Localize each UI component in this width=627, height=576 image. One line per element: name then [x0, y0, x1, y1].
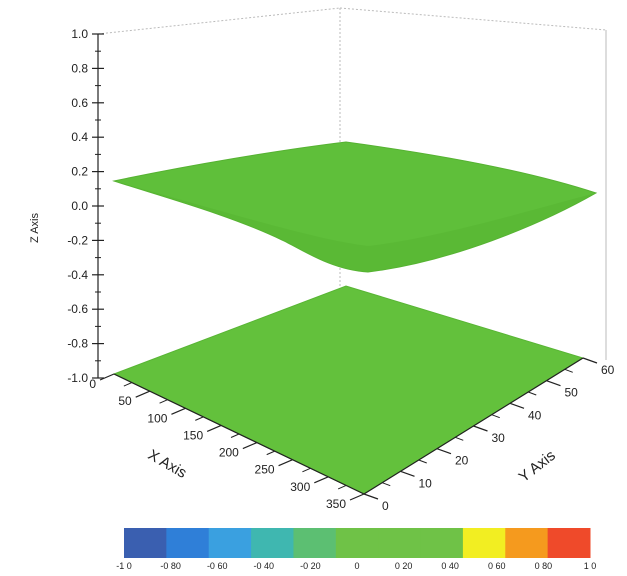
x-minor-tick [230, 433, 240, 438]
y-tick-label: 0 [382, 499, 389, 513]
y-tick-mark [363, 493, 379, 500]
floor-surface [112, 285, 585, 495]
colorbar-tick-label: -0 40 [254, 561, 275, 571]
colorbar-tick-label: 0 60 [488, 561, 506, 571]
colorbar-swatch [166, 528, 210, 558]
y-axis-ticks: 0 10 20 30 40 50 60 [363, 357, 615, 513]
x-tick-label: 50 [118, 394, 132, 408]
z-tick-label: -1.0 [67, 371, 88, 385]
x-minor-tick [337, 484, 347, 490]
z-tick-label: 0.6 [71, 96, 88, 110]
z-tick-label: 0.4 [71, 130, 88, 144]
colorbar-tick-label: -0 20 [300, 561, 321, 571]
x-tick-label: 350 [326, 497, 346, 511]
z-tick-label: -0.8 [67, 337, 88, 351]
y-tick-mark [509, 402, 525, 409]
y-minor-tick [564, 368, 573, 373]
x-tick-mark [99, 373, 115, 381]
y-minor-tick [418, 459, 427, 464]
colorbar-tick-label: 0 40 [441, 561, 459, 571]
colorbar-swatch [505, 528, 549, 558]
colorbar-swatch [208, 528, 252, 558]
y-tick-label: 40 [528, 408, 542, 422]
y-tick-label: 30 [492, 431, 506, 445]
x-tick-label: 200 [219, 446, 239, 460]
colorbar-swatch [124, 528, 167, 558]
x-axis-title: X Axis [145, 446, 190, 482]
x-tick-mark [206, 424, 222, 432]
y-tick-mark [582, 357, 598, 364]
upper-surface-shade [114, 181, 596, 272]
x-tick-label: 250 [255, 463, 275, 477]
colorbar-swatch [378, 528, 422, 558]
z-axis-ticks: 1.0 0.8 0.6 0.4 0.2 0.0 -0.2 -0.4 -0.6 -0.8 -1.0 [67, 27, 104, 385]
y-tick-label: 20 [455, 454, 469, 468]
colorbar-swatch [420, 528, 464, 558]
y-tick-mark [473, 425, 488, 432]
colorbar-tick-label: 0 80 [535, 561, 553, 571]
x-minor-tick [123, 382, 133, 387]
x-tick-label: 100 [147, 411, 167, 425]
y-minor-tick [528, 391, 537, 396]
z-tick-label: 0.2 [71, 165, 88, 179]
back-wall-right-edge [339, 7, 607, 31]
z-tick-label: -0.4 [67, 268, 88, 282]
colorbar-tick-label: -0 80 [160, 561, 181, 571]
z-tick-label: 0.0 [71, 199, 88, 213]
y-axis-title: Y Axis [516, 447, 559, 486]
z-tick-label: 0.8 [71, 61, 88, 75]
colorbar-swatch [335, 528, 379, 558]
colorbar-tick-label: 0 [354, 561, 359, 571]
x-tick-mark [314, 476, 329, 484]
x-tick-mark [278, 459, 293, 467]
colorbar-tick-label: -1 0 [116, 561, 132, 571]
colorbar-tick-label: 1 0 [584, 561, 597, 571]
x-tick-mark [242, 442, 258, 450]
colorbar-tick-label: -0 60 [207, 561, 228, 571]
x-minor-tick [159, 399, 168, 404]
y-minor-tick [382, 482, 391, 487]
y-minor-tick [455, 436, 464, 441]
x-tick-mark [349, 493, 365, 501]
colorbar-tick-label: 0 20 [395, 561, 413, 571]
x-tick-mark [171, 407, 186, 415]
y-tick-label: 10 [419, 476, 433, 490]
y-tick-mark [400, 470, 415, 477]
x-minor-tick [302, 467, 311, 473]
colorbar-swatch [462, 528, 506, 558]
y-tick-label: 50 [565, 386, 579, 400]
y-minor-tick [491, 414, 500, 419]
colorbar-swatch [251, 528, 294, 558]
x-tick-label: 0 [89, 377, 96, 391]
z-tick-label: -0.2 [67, 233, 88, 247]
x-tick-label: 150 [183, 428, 203, 442]
back-wall-left-edge [97, 7, 341, 35]
y-tick-label: 60 [601, 363, 615, 377]
colorbar: -1 0 -0 80 -0 60 -0 40 -0 20 0 0 20 0 40 0 60 0 8… [116, 528, 596, 571]
z-tick-label: 1.0 [71, 27, 88, 41]
x-tick-label: 300 [290, 480, 310, 494]
x-minor-tick [195, 416, 204, 421]
z-axis-title: Z Axis [29, 213, 41, 243]
x-minor-tick [266, 450, 275, 456]
x-tick-mark [135, 390, 150, 398]
y-tick-mark [436, 448, 452, 455]
z-tick-label: -0.6 [67, 302, 88, 316]
y-tick-mark [546, 380, 561, 387]
colorbar-swatch [293, 528, 337, 558]
colorbar-swatch [547, 528, 591, 558]
x-axis-ticks: 0 50 100 150 200 250 300 350 [89, 373, 365, 511]
